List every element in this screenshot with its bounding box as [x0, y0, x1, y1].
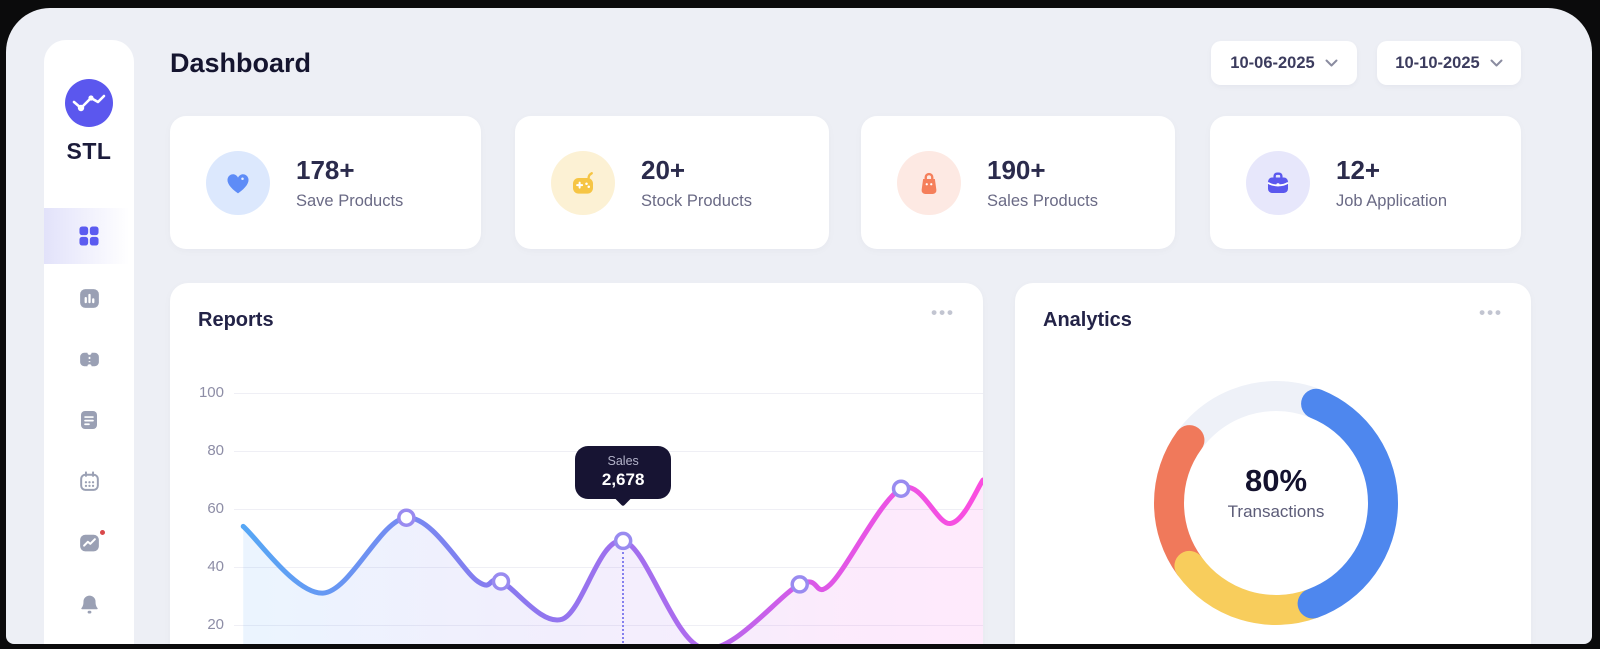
- gamepad-icon: [573, 171, 593, 194]
- data-point-marker[interactable]: [397, 508, 416, 527]
- stat-text: 190+ Sales Products: [987, 155, 1098, 211]
- stat-card-save-products: 178+ Save Products: [170, 116, 481, 249]
- sidebar-item-documents[interactable]: [44, 392, 134, 448]
- ellipsis-icon[interactable]: •••: [1479, 303, 1503, 322]
- data-point-marker[interactable]: [891, 479, 911, 498]
- ellipsis-icon[interactable]: •••: [931, 303, 955, 322]
- sidebar-item-calendar[interactable]: [44, 453, 134, 509]
- briefcase-icon: [1267, 171, 1289, 193]
- y-axis-tick: 80: [207, 442, 224, 459]
- sidebar: STL: [44, 40, 134, 644]
- analytics-title: Analytics: [1043, 309, 1132, 331]
- stat-icon-wrap: [1246, 150, 1310, 215]
- transactions-donut-chart: [1154, 381, 1398, 625]
- chevron-down-icon: [1490, 59, 1503, 66]
- y-axis-tick: 20: [207, 616, 224, 633]
- stat-icon-wrap: [551, 150, 615, 215]
- heart-icon: [227, 173, 249, 193]
- sidebar-item-dashboard[interactable]: [44, 208, 134, 264]
- data-point-marker[interactable]: [790, 575, 809, 594]
- notification-dot: [98, 528, 107, 537]
- stat-icon-wrap: [206, 150, 270, 215]
- sidebar-item-tickets[interactable]: [44, 331, 134, 387]
- ticket-icon: [79, 350, 99, 368]
- stat-card-stock-products: 20+ Stock Products: [515, 116, 829, 249]
- reports-panel: Reports ••• 100 80 60 40 20 Sales 2,678: [170, 283, 983, 644]
- tooltip-guide-line: [622, 551, 625, 644]
- document-icon: [81, 411, 97, 429]
- stat-value: 178+: [296, 154, 355, 185]
- stat-label: Save Products: [296, 191, 404, 210]
- stat-icon-wrap: [897, 150, 961, 215]
- y-axis-tick: 40: [207, 558, 224, 575]
- chevron-down-icon: [1325, 59, 1338, 66]
- bar-chart-icon: [79, 288, 99, 308]
- calendar-icon: [79, 470, 99, 491]
- sales-line-chart: [240, 477, 983, 644]
- app-logo-icon[interactable]: [65, 79, 113, 127]
- stat-text: 12+ Job Application: [1336, 155, 1447, 211]
- stat-text: 20+ Stock Products: [641, 155, 752, 211]
- stat-text: 178+ Save Products: [296, 155, 403, 211]
- data-point-marker[interactable]: [613, 531, 633, 551]
- tooltip-value: 2,678: [601, 470, 645, 489]
- data-point-marker[interactable]: [491, 572, 511, 591]
- chart-tooltip: Sales 2,678: [575, 446, 672, 499]
- y-axis-tick: 100: [198, 384, 224, 401]
- date-from-dropdown[interactable]: 10-06-2025: [1211, 41, 1357, 85]
- bell-icon: [80, 595, 98, 613]
- stat-label: Job Application: [1336, 191, 1447, 210]
- sidebar-item-notifications[interactable]: [44, 576, 134, 632]
- trend-chart-icon: [79, 534, 99, 551]
- stat-card-job-application: 12+ Job Application: [1210, 116, 1521, 249]
- date-from-value: 10-06-2025: [1230, 53, 1315, 72]
- analytics-panel: Analytics ••• 80% Transactions: [1015, 283, 1531, 644]
- stat-card-sales-products: 190+ Sales Products: [861, 116, 1175, 249]
- tooltip-label: Sales: [607, 454, 639, 468]
- shopping-bag-icon: [921, 172, 937, 194]
- reports-title: Reports: [198, 309, 274, 331]
- brand-name: STL: [66, 138, 112, 164]
- gridline: [234, 393, 983, 394]
- donut-segment-orange[interactable]: [1154, 425, 1205, 581]
- grid-icon: [79, 226, 99, 246]
- page-title: Dashboard: [170, 48, 312, 78]
- sidebar-item-trends[interactable]: [44, 514, 134, 570]
- stat-value: 190+: [987, 154, 1046, 185]
- gridline: [234, 509, 983, 510]
- donut-segment-yellow[interactable]: [1174, 550, 1328, 625]
- date-to-value: 10-10-2025: [1395, 53, 1480, 72]
- stat-label: Sales Products: [987, 191, 1098, 210]
- stat-value: 20+: [641, 154, 686, 185]
- donut-segment-blue[interactable]: [1297, 388, 1398, 619]
- sidebar-item-statistics[interactable]: [44, 270, 134, 326]
- date-to-dropdown[interactable]: 10-10-2025: [1377, 41, 1521, 85]
- y-axis-tick: 60: [207, 500, 224, 517]
- stat-label: Stock Products: [641, 191, 752, 210]
- app-window: STL: [6, 8, 1592, 644]
- stat-value: 12+: [1336, 154, 1381, 185]
